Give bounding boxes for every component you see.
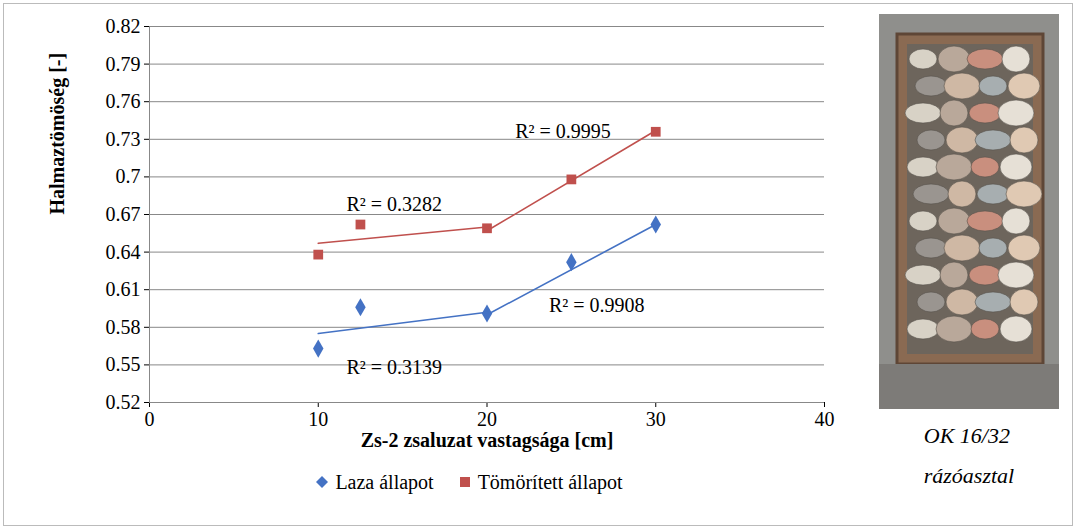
svg-text:R² = 0.3282: R² = 0.3282: [346, 193, 442, 215]
svg-text:R² = 0.9995: R² = 0.9995: [515, 120, 611, 142]
html-text:rázóasztal: rázóasztal: [923, 463, 1015, 488]
svg-text:0.52: 0.52: [106, 391, 141, 413]
svg-text:0.76: 0.76: [106, 90, 141, 112]
svg-text:30: 30: [646, 408, 666, 430]
svg-text:Halmaztömöség [-]: Halmaztömöség [-]: [46, 53, 69, 215]
svg-text:0.58: 0.58: [106, 316, 141, 338]
svg-text:0.82: 0.82: [106, 15, 141, 37]
svg-text:10: 10: [308, 408, 328, 430]
svg-text:0.61: 0.61: [106, 278, 141, 300]
svg-text:0.55: 0.55: [106, 353, 141, 375]
svg-text:Zs-2 zsaluzat vastagsága [cm]: Zs-2 zsaluzat vastagsága [cm]: [361, 429, 614, 452]
svg-text:0.7: 0.7: [116, 165, 141, 187]
svg-text:0.79: 0.79: [106, 53, 141, 75]
svg-text:R² = 0.3139: R² = 0.3139: [346, 356, 442, 378]
svg-text:0.64: 0.64: [106, 241, 141, 263]
svg-text:R² = 0.9908: R² = 0.9908: [549, 294, 645, 316]
html-text:OK 16/32: OK 16/32: [923, 423, 1010, 448]
html-text:Tömörített állapot: Tömörített állapot: [477, 470, 623, 493]
svg-text:0.73: 0.73: [106, 128, 141, 150]
svg-text:40: 40: [815, 408, 835, 430]
html-text:Laza állapot: Laza állapot: [335, 470, 434, 493]
svg-text:0: 0: [145, 408, 155, 430]
svg-text:20: 20: [477, 408, 497, 430]
svg-text:0.67: 0.67: [106, 203, 141, 225]
